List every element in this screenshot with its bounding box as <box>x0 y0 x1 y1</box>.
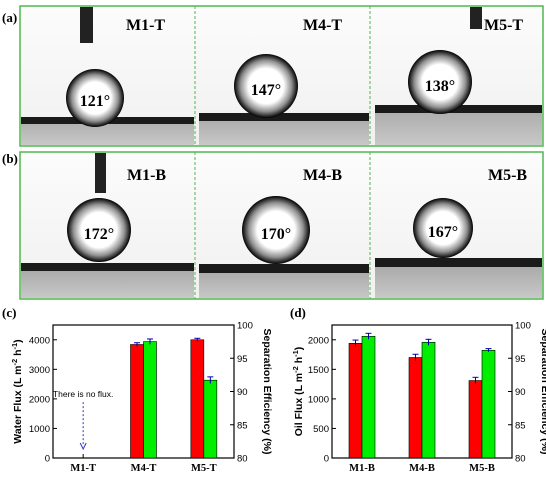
substrate <box>199 272 369 298</box>
y-tick-label: 2000 <box>308 335 329 346</box>
y-tick-label: 0 <box>324 454 329 465</box>
y2-axis-title: Separation Efficiency (%) <box>539 328 546 454</box>
y2-tick-label: 100 <box>237 321 253 332</box>
contact-angle-value: 167° <box>428 224 458 241</box>
panel-b-photos: M1-B 172° M4-B 170° M5-B 167° <box>19 151 544 300</box>
membrane-line <box>21 263 194 271</box>
x-tick-label: M5-T <box>191 463 217 474</box>
needle <box>470 7 482 29</box>
contact-angle-image-m4-b: M4-B 170° <box>199 167 369 298</box>
efficiency-bar <box>203 379 218 459</box>
contact-angle-image-m5-t: M5-T 138° <box>375 7 542 145</box>
y-tick-label: 0 <box>45 454 50 465</box>
needle <box>80 7 93 43</box>
y2-tick-label: 85 <box>515 420 526 431</box>
substrate <box>21 270 194 298</box>
membrane-line <box>375 258 542 267</box>
y2-tick-label: 80 <box>237 454 248 465</box>
x-tick-label: M4-T <box>131 463 157 474</box>
x-tick-label: M1-B <box>349 463 375 474</box>
y2-tick-label: 90 <box>237 387 248 398</box>
y-tick-label: 1000 <box>29 424 50 435</box>
y-tick-label: 4000 <box>29 335 50 346</box>
panel-b-label: (b) <box>2 151 18 166</box>
water-droplet <box>66 69 124 127</box>
flux-bar <box>408 357 423 459</box>
panel-a-photos: M1-T 121° M4-T 147° M5-T 138° <box>19 5 544 147</box>
contact-angle-value: 170° <box>261 226 291 243</box>
water-droplet <box>234 54 298 118</box>
oil-droplet <box>242 196 310 264</box>
panel-c-label: (c) <box>2 305 16 320</box>
contact-angle-value: 138° <box>425 78 455 95</box>
flux-bar <box>468 380 483 459</box>
y-tick-label: 500 <box>313 424 329 435</box>
contact-angle-image-m1-b: M1-B 172° <box>21 153 194 298</box>
membrane-line <box>375 105 542 113</box>
membrane-line <box>199 113 369 121</box>
flux-bar <box>348 343 363 459</box>
sample-label: M4-T <box>303 17 342 34</box>
y2-tick-label: 95 <box>237 354 248 365</box>
water-droplet <box>408 50 472 114</box>
efficiency-bar <box>361 336 376 459</box>
y-tick-label: 1500 <box>308 365 329 376</box>
x-tick-label: M4-B <box>409 463 435 474</box>
no-flux-annotation: There is no flux. <box>53 389 113 399</box>
y2-tick-label: 85 <box>237 420 248 431</box>
needle <box>95 153 106 193</box>
substrate <box>375 108 542 145</box>
chart-oil-flux: 0 500 1000 1500 2000 80 85 90 95 100 M1-B M4-B M5-B O… <box>291 321 546 475</box>
y-tick-label: 3000 <box>29 365 50 376</box>
sample-label: M1-B <box>127 167 166 184</box>
x-tick-label: M5-B <box>469 463 495 474</box>
contact-angle-image-m4-t: M4-T 147° <box>199 17 369 145</box>
y-tick-label: 2000 <box>29 394 50 405</box>
panel-a-label: (a) <box>2 10 17 25</box>
sample-label: M5-T <box>484 17 523 34</box>
y2-tick-label: 95 <box>515 354 526 365</box>
oil-droplet <box>67 198 131 262</box>
substrate <box>375 266 542 298</box>
contact-angle-value: 172° <box>84 226 114 243</box>
flux-bar <box>130 344 144 459</box>
sample-label: M1-T <box>126 17 165 34</box>
y-axis-title: Oil Flux (L m-2 h-1) <box>291 347 306 437</box>
sample-label: M5-B <box>488 167 527 184</box>
chart-water-flux: 0 1000 2000 3000 4000 80 85 90 95 100 M1-T M4-T M5-T… <box>10 321 274 475</box>
efficiency-bar <box>421 341 436 459</box>
y2-axis-title: Separation Efficiency (%) <box>261 328 273 454</box>
y2-tick-label: 90 <box>515 387 526 398</box>
substrate <box>199 117 369 145</box>
contact-angle-value: 121° <box>80 93 110 110</box>
y2-tick-label: 80 <box>515 454 526 465</box>
contact-angle-image-m1-t: M1-T 121° <box>21 7 194 145</box>
x-tick-label: M1-T <box>70 463 96 474</box>
y-axis-title: Water Flux (L m-2 h-1) <box>10 339 25 443</box>
annotation-arrow-head <box>79 442 87 451</box>
efficiency-bar <box>143 341 157 459</box>
y-tick-label: 1000 <box>308 394 329 405</box>
oil-droplet <box>413 198 473 258</box>
flux-bar <box>190 339 205 459</box>
contact-angle-image-m5-b: M5-B 167° <box>375 167 542 298</box>
efficiency-bar <box>481 349 496 459</box>
sample-label: M4-B <box>303 167 342 184</box>
panel-d-label: (d) <box>290 305 306 320</box>
contact-angle-value: 147° <box>251 82 281 99</box>
y2-tick-label: 100 <box>515 321 531 332</box>
membrane-line <box>199 264 369 273</box>
